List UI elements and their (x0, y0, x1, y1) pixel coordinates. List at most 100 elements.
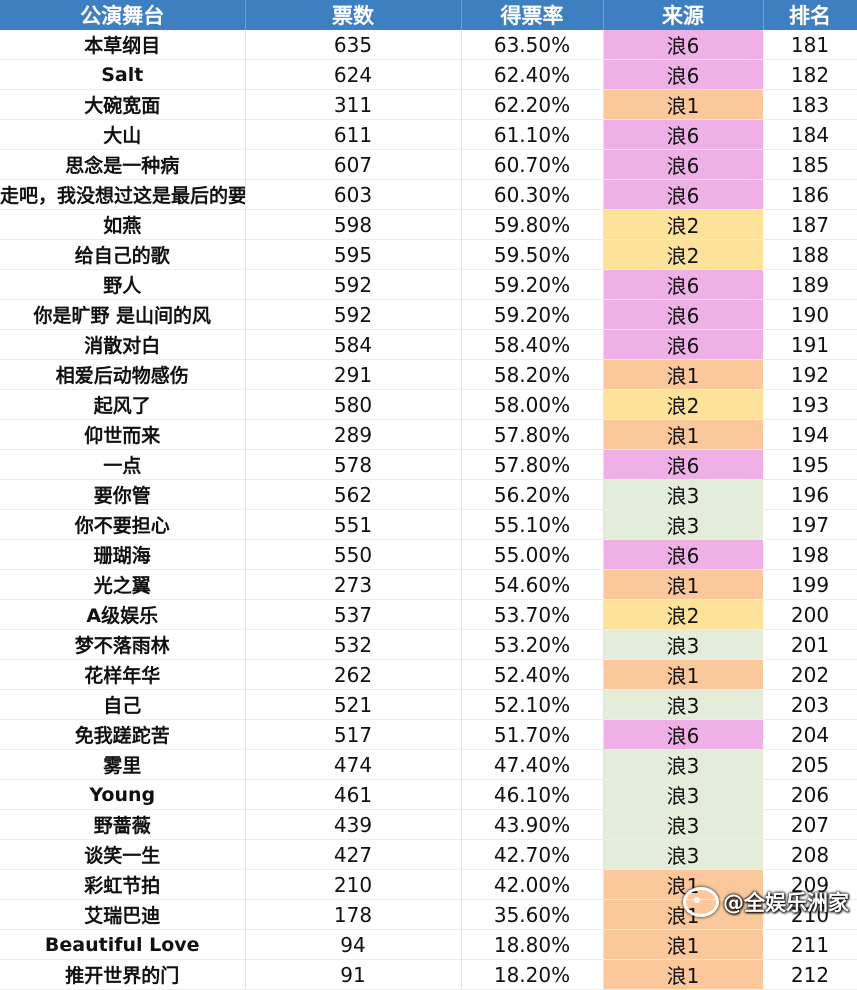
votes-cell: 584 (245, 329, 462, 360)
stage-cell: 自己 (0, 689, 246, 720)
votes-cell: 210 (245, 869, 462, 900)
rank-cell: 189 (763, 269, 857, 300)
votes-cell: 474 (245, 749, 462, 780)
source-cell: 浪6 (603, 59, 764, 90)
rank-cell: 193 (763, 389, 857, 420)
table-row: 给自己的歌 595 59.50% 浪2 188 (0, 239, 857, 270)
rate-cell: 52.40% (461, 659, 604, 690)
votes-cell: 635 (245, 30, 462, 60)
header-rank: 排名 (763, 0, 857, 30)
rate-cell: 55.10% (461, 509, 604, 540)
votes-cell: 592 (245, 299, 462, 330)
source-cell: 浪6 (603, 179, 764, 210)
table-row: 野蔷薇 439 43.90% 浪3 207 (0, 809, 857, 840)
rank-cell: 205 (763, 749, 857, 780)
votes-cell: 592 (245, 269, 462, 300)
votes-cell: 461 (245, 779, 462, 810)
rate-cell: 60.30% (461, 179, 604, 210)
stage-cell: 艾瑞巴迪 (0, 899, 246, 930)
votes-cell: 521 (245, 689, 462, 720)
rate-cell: 58.00% (461, 389, 604, 420)
source-cell: 浪6 (603, 329, 764, 360)
rate-cell: 35.60% (461, 899, 604, 930)
stage-cell: 消散对白 (0, 329, 246, 360)
rate-cell: 59.80% (461, 209, 604, 240)
votes-cell: 262 (245, 659, 462, 690)
source-cell: 浪1 (603, 959, 764, 990)
source-cell: 浪1 (603, 89, 764, 120)
stage-cell: 梦不落雨林 (0, 629, 246, 660)
rank-cell: 197 (763, 509, 857, 540)
rate-cell: 53.20% (461, 629, 604, 660)
rate-cell: 62.40% (461, 59, 604, 90)
table-row: Beautiful Love 94 18.80% 浪1 211 (0, 929, 857, 960)
rate-cell: 43.90% (461, 809, 604, 840)
rank-cell: 186 (763, 179, 857, 210)
rank-cell: 183 (763, 89, 857, 120)
rank-cell: 187 (763, 209, 857, 240)
stage-cell: 如燕 (0, 209, 246, 240)
source-cell: 浪1 (603, 929, 764, 960)
source-cell: 浪2 (603, 239, 764, 270)
header-votes: 票数 (245, 0, 462, 30)
stage-cell: 走吧，我没想过这是最后的要 (0, 179, 246, 210)
stage-cell: 雾里 (0, 749, 246, 780)
table-row: Young 461 46.10% 浪3 206 (0, 779, 857, 810)
rank-cell: 188 (763, 239, 857, 270)
stage-cell: 野人 (0, 269, 246, 300)
source-cell: 浪1 (603, 359, 764, 390)
rate-cell: 55.00% (461, 539, 604, 570)
source-cell: 浪3 (603, 749, 764, 780)
stage-cell: 仰世而来 (0, 419, 246, 450)
table-row: 如燕 598 59.80% 浪2 187 (0, 209, 857, 240)
source-cell: 浪6 (603, 30, 764, 60)
stage-cell: 本草纲目 (0, 30, 246, 60)
table-row: 消散对白 584 58.40% 浪6 191 (0, 329, 857, 360)
source-cell: 浪3 (603, 509, 764, 540)
rate-cell: 61.10% (461, 119, 604, 150)
votes-cell: 598 (245, 209, 462, 240)
rate-cell: 53.70% (461, 599, 604, 630)
stage-cell: 思念是一种病 (0, 149, 246, 180)
source-cell: 浪3 (603, 479, 764, 510)
rank-cell: 182 (763, 59, 857, 90)
source-cell: 浪3 (603, 809, 764, 840)
stage-cell: 光之翼 (0, 569, 246, 600)
rate-cell: 59.20% (461, 299, 604, 330)
table-row: 相爱后动物感伤 291 58.20% 浪1 192 (0, 359, 857, 390)
table-row: 仰世而来 289 57.80% 浪1 194 (0, 419, 857, 450)
votes-cell: 439 (245, 809, 462, 840)
source-cell: 浪1 (603, 419, 764, 450)
votes-cell: 532 (245, 629, 462, 660)
votes-cell: 517 (245, 719, 462, 750)
source-cell: 浪1 (603, 569, 764, 600)
table-row: 你不要担心 551 55.10% 浪3 197 (0, 509, 857, 540)
source-cell: 浪1 (603, 869, 764, 900)
rank-cell: 204 (763, 719, 857, 750)
votes-cell: 603 (245, 179, 462, 210)
stage-cell: 花样年华 (0, 659, 246, 690)
stage-cell: 推开世界的门 (0, 959, 246, 990)
rate-cell: 46.10% (461, 779, 604, 810)
rank-cell: 196 (763, 479, 857, 510)
table-row: A级娱乐 537 53.70% 浪2 200 (0, 599, 857, 630)
rate-cell: 18.80% (461, 929, 604, 960)
rank-cell: 211 (763, 929, 857, 960)
table-row: 本草纲目 635 63.50% 浪6 181 (0, 30, 857, 60)
votes-cell: 562 (245, 479, 462, 510)
rank-cell: 181 (763, 30, 857, 60)
source-cell: 浪6 (603, 149, 764, 180)
table-row: 起风了 580 58.00% 浪2 193 (0, 389, 857, 420)
source-cell: 浪6 (603, 539, 764, 570)
rate-cell: 56.20% (461, 479, 604, 510)
table-row: 自己 521 52.10% 浪3 203 (0, 689, 857, 720)
rank-cell: 198 (763, 539, 857, 570)
table-row: 免我蹉跎苦 517 51.70% 浪6 204 (0, 719, 857, 750)
rate-cell: 58.40% (461, 329, 604, 360)
rank-cell: 206 (763, 779, 857, 810)
table-row: Salt 624 62.40% 浪6 182 (0, 59, 857, 90)
votes-cell: 551 (245, 509, 462, 540)
votes-cell: 611 (245, 119, 462, 150)
votes-cell: 607 (245, 149, 462, 180)
